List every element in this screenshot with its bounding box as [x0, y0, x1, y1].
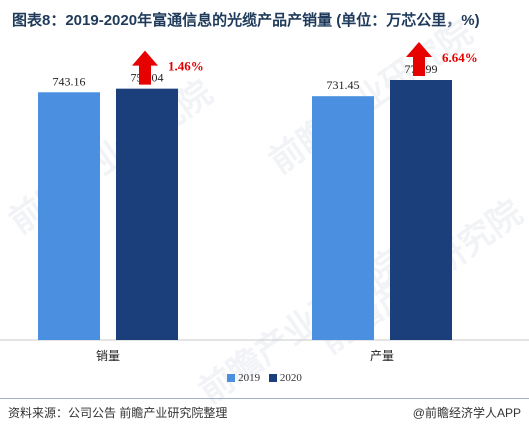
legend: 2019 2020 [0, 372, 529, 385]
growth-arrow [406, 42, 432, 77]
legend-item: 2020 [268, 372, 302, 384]
bar [38, 92, 100, 340]
brand-credit: @前瞻经济学人APP [412, 406, 521, 420]
legend-label: 2020 [279, 372, 302, 384]
category-label: 销量 [96, 349, 120, 363]
bar [390, 80, 452, 341]
legend-swatch [268, 374, 277, 382]
legend-item: 2019 [227, 372, 260, 384]
data-label: 743.16 [53, 74, 86, 88]
growth-label: 6.64% [442, 50, 478, 65]
source-note: 资料来源：公司公告 前瞻产业研究院整理 [8, 406, 228, 420]
footer-divider [0, 398, 529, 399]
category-label: 产量 [370, 349, 394, 363]
chart-title: 图表8：2019-2020年富通信息的光缆产品产销量 (单位：万芯公里，%) [12, 12, 480, 29]
data-label: 731.45 [327, 78, 360, 92]
bar [312, 96, 374, 340]
legend-label: 2019 [238, 372, 261, 384]
growth-label: 1.46% [168, 59, 204, 74]
bar [116, 88, 178, 340]
legend-swatch [227, 374, 236, 382]
growth-arrow [132, 50, 158, 85]
